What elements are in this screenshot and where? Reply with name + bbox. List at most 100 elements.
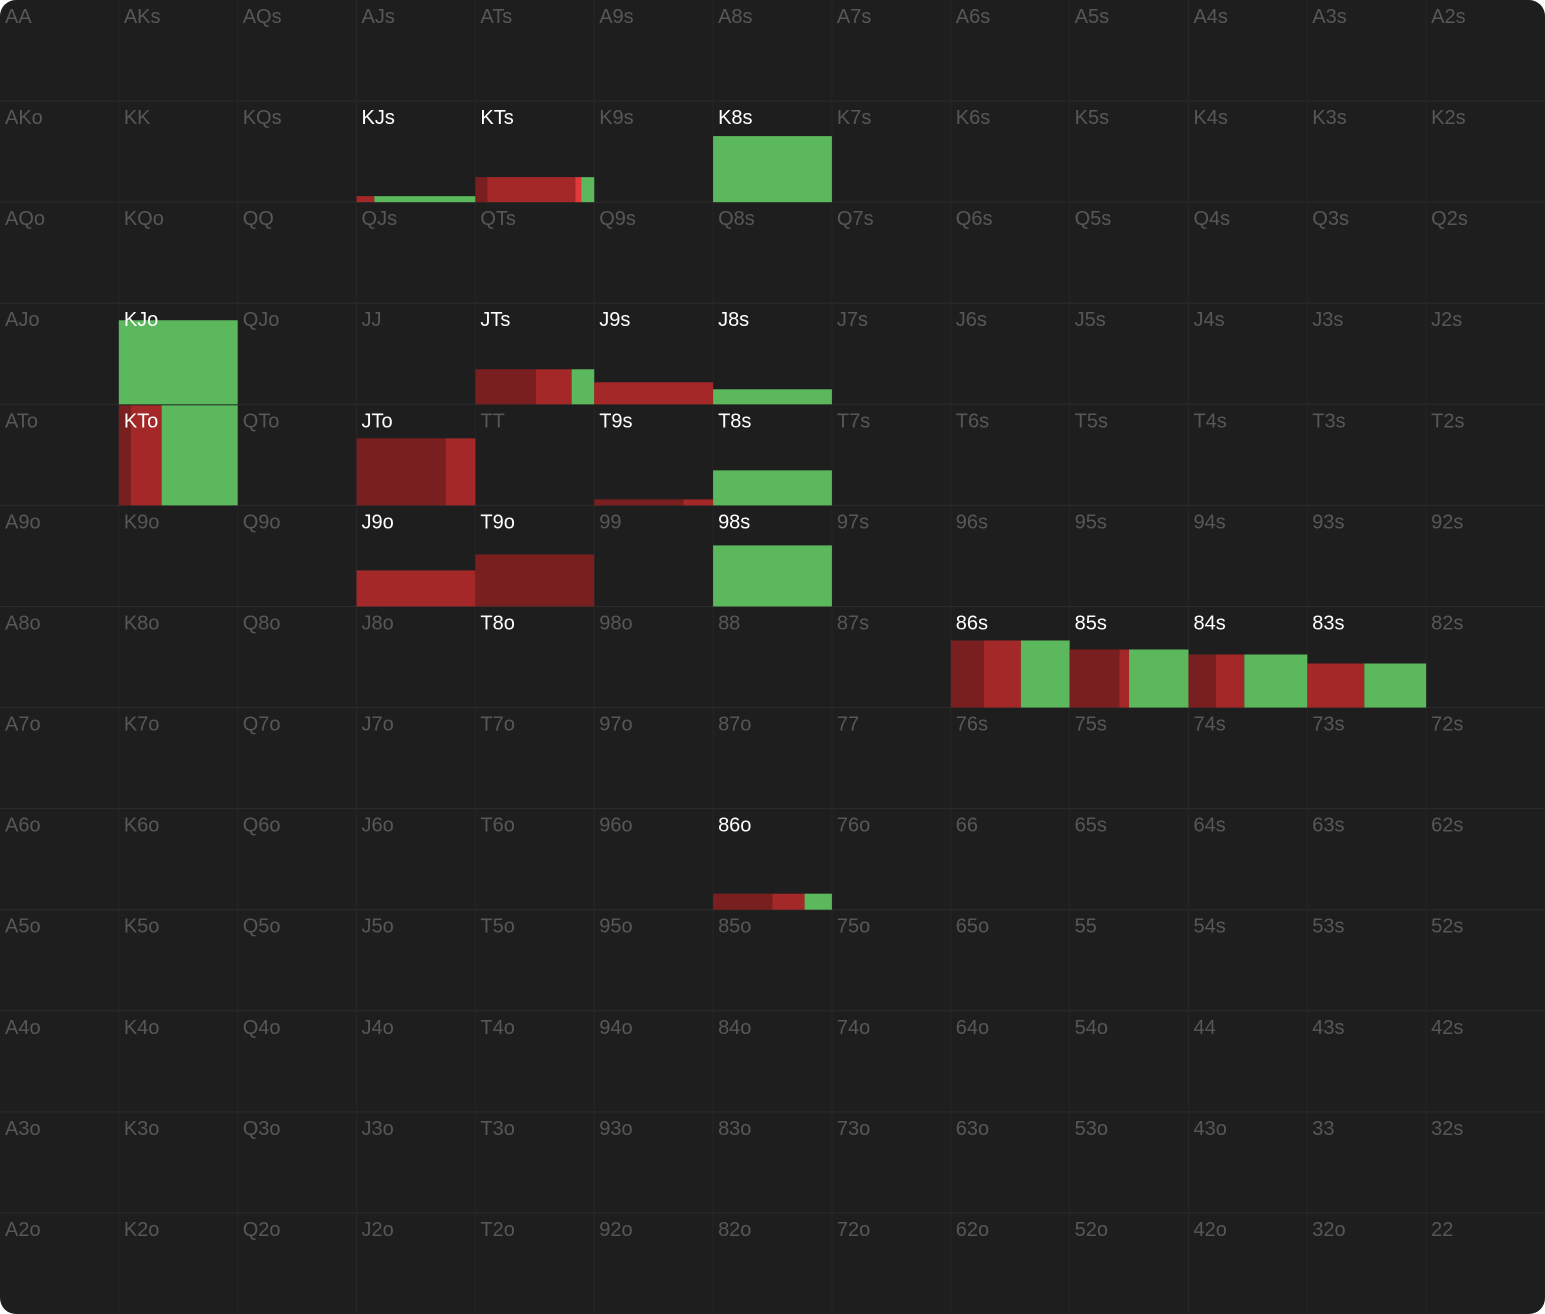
hand-label[interactable]: 42s bbox=[1431, 1017, 1463, 1039]
hand-label[interactable]: J5s bbox=[1075, 309, 1106, 331]
hand-label[interactable]: Q7o bbox=[243, 714, 281, 736]
hand-label[interactable]: 73o bbox=[837, 1118, 870, 1140]
hand-label[interactable]: Q7s bbox=[837, 208, 874, 230]
hand-label[interactable]: 44 bbox=[1193, 1017, 1215, 1039]
hand-label[interactable]: Q4s bbox=[1193, 208, 1230, 230]
hand-label[interactable]: J3s bbox=[1312, 309, 1343, 331]
hand-label[interactable]: 54o bbox=[1075, 1017, 1108, 1039]
hand-label[interactable]: 74s bbox=[1193, 714, 1225, 736]
hand-label[interactable]: J5o bbox=[362, 916, 394, 938]
hand-label[interactable]: 66 bbox=[956, 815, 978, 837]
hand-label[interactable]: 95s bbox=[1075, 511, 1107, 533]
hand-label[interactable]: T3o bbox=[480, 1118, 514, 1140]
hand-label[interactable]: T2o bbox=[480, 1219, 514, 1241]
hand-label[interactable]: 83s bbox=[1312, 612, 1344, 634]
hand-label[interactable]: T9s bbox=[599, 410, 632, 432]
hand-label[interactable]: A7o bbox=[5, 714, 41, 736]
hand-label[interactable]: AA bbox=[5, 6, 32, 28]
hand-label[interactable]: K2s bbox=[1431, 107, 1465, 129]
hand-label[interactable]: 86o bbox=[718, 815, 751, 837]
hand-label[interactable]: K5s bbox=[1075, 107, 1109, 129]
hand-label[interactable]: 98s bbox=[718, 511, 750, 533]
hand-label[interactable]: A5o bbox=[5, 916, 41, 938]
hand-label[interactable]: 65s bbox=[1075, 815, 1107, 837]
hand-label[interactable]: J7o bbox=[362, 714, 394, 736]
hand-label[interactable]: 84s bbox=[1193, 612, 1225, 634]
hand-label[interactable]: 64o bbox=[956, 1017, 989, 1039]
hand-label[interactable]: K3s bbox=[1312, 107, 1346, 129]
hand-label[interactable]: J2s bbox=[1431, 309, 1462, 331]
hand-label[interactable]: 82o bbox=[718, 1219, 751, 1241]
hand-label[interactable]: 97s bbox=[837, 511, 869, 533]
hand-label[interactable]: Q5s bbox=[1075, 208, 1112, 230]
hand-label[interactable]: Q3s bbox=[1312, 208, 1349, 230]
hand-label[interactable]: 99 bbox=[599, 511, 621, 533]
hand-label[interactable]: 52s bbox=[1431, 916, 1463, 938]
hand-label[interactable]: J2o bbox=[362, 1219, 394, 1241]
hand-label[interactable]: A9s bbox=[599, 6, 633, 28]
hand-label[interactable]: A6s bbox=[956, 6, 990, 28]
hand-label[interactable]: 94o bbox=[599, 1017, 632, 1039]
hand-label[interactable]: A2o bbox=[5, 1219, 41, 1241]
hand-label[interactable]: 73s bbox=[1312, 714, 1344, 736]
hand-label[interactable]: 72s bbox=[1431, 714, 1463, 736]
hand-label[interactable]: 53s bbox=[1312, 916, 1344, 938]
hand-label[interactable]: 83o bbox=[718, 1118, 751, 1140]
hand-label[interactable]: J4o bbox=[362, 1017, 394, 1039]
hand-label[interactable]: JTo bbox=[362, 410, 393, 432]
hand-label[interactable]: AKo bbox=[5, 107, 43, 129]
hand-label[interactable]: J9o bbox=[362, 511, 394, 533]
hand-label[interactable]: JTs bbox=[480, 309, 510, 331]
hand-label[interactable]: J7s bbox=[837, 309, 868, 331]
hand-label[interactable]: 88 bbox=[718, 612, 740, 634]
hand-label[interactable]: A3o bbox=[5, 1118, 41, 1140]
hand-label[interactable]: AQs bbox=[243, 6, 282, 28]
hand-label[interactable]: K2o bbox=[124, 1219, 160, 1241]
hand-label[interactable]: K3o bbox=[124, 1118, 160, 1140]
hand-label[interactable]: JJ bbox=[362, 309, 382, 331]
hand-label[interactable]: K7s bbox=[837, 107, 871, 129]
hand-label[interactable]: ATs bbox=[480, 6, 512, 28]
hand-label[interactable]: 75s bbox=[1075, 714, 1107, 736]
hand-label[interactable]: 93s bbox=[1312, 511, 1344, 533]
hand-label[interactable]: A2s bbox=[1431, 6, 1465, 28]
hand-label[interactable]: QTs bbox=[480, 208, 516, 230]
hand-label[interactable]: A4o bbox=[5, 1017, 41, 1039]
hand-label[interactable]: T6s bbox=[956, 410, 989, 432]
hand-label[interactable]: QJo bbox=[243, 309, 280, 331]
hand-label[interactable]: Q6s bbox=[956, 208, 993, 230]
hand-label[interactable]: K8s bbox=[718, 107, 752, 129]
hand-label[interactable]: TT bbox=[480, 410, 504, 432]
hand-label[interactable]: K5o bbox=[124, 916, 160, 938]
hand-label[interactable]: A9o bbox=[5, 511, 41, 533]
hand-label[interactable]: 75o bbox=[837, 916, 870, 938]
hand-label[interactable]: 53o bbox=[1075, 1118, 1108, 1140]
hand-label[interactable]: Q8o bbox=[243, 612, 281, 634]
hand-label[interactable]: 96s bbox=[956, 511, 988, 533]
hand-label[interactable]: 82s bbox=[1431, 612, 1463, 634]
hand-label[interactable]: KQs bbox=[243, 107, 282, 129]
hand-label[interactable]: KTo bbox=[124, 410, 158, 432]
hand-label[interactable]: 77 bbox=[837, 714, 859, 736]
hand-label[interactable]: 72o bbox=[837, 1219, 870, 1241]
hand-label[interactable]: A5s bbox=[1075, 6, 1109, 28]
hand-label[interactable]: Q4o bbox=[243, 1017, 281, 1039]
hand-label[interactable]: 63o bbox=[956, 1118, 989, 1140]
hand-label[interactable]: T4s bbox=[1193, 410, 1226, 432]
hand-label[interactable]: K4o bbox=[124, 1017, 160, 1039]
hand-label[interactable]: 62o bbox=[956, 1219, 989, 1241]
hand-label[interactable]: A3s bbox=[1312, 6, 1346, 28]
hand-label[interactable]: ATo bbox=[5, 410, 38, 432]
hand-label[interactable]: KJs bbox=[362, 107, 395, 129]
hand-label[interactable]: T5s bbox=[1075, 410, 1108, 432]
hand-label[interactable]: 32s bbox=[1431, 1118, 1463, 1140]
hand-label[interactable]: J8o bbox=[362, 612, 394, 634]
hand-label[interactable]: 42o bbox=[1193, 1219, 1226, 1241]
hand-label[interactable]: K4s bbox=[1193, 107, 1227, 129]
hand-label[interactable]: 94s bbox=[1193, 511, 1225, 533]
hand-label[interactable]: QJs bbox=[362, 208, 398, 230]
hand-label[interactable]: T9o bbox=[480, 511, 514, 533]
hand-label[interactable]: 55 bbox=[1075, 916, 1097, 938]
hand-label[interactable]: K7o bbox=[124, 714, 160, 736]
hand-label[interactable]: 43s bbox=[1312, 1017, 1344, 1039]
